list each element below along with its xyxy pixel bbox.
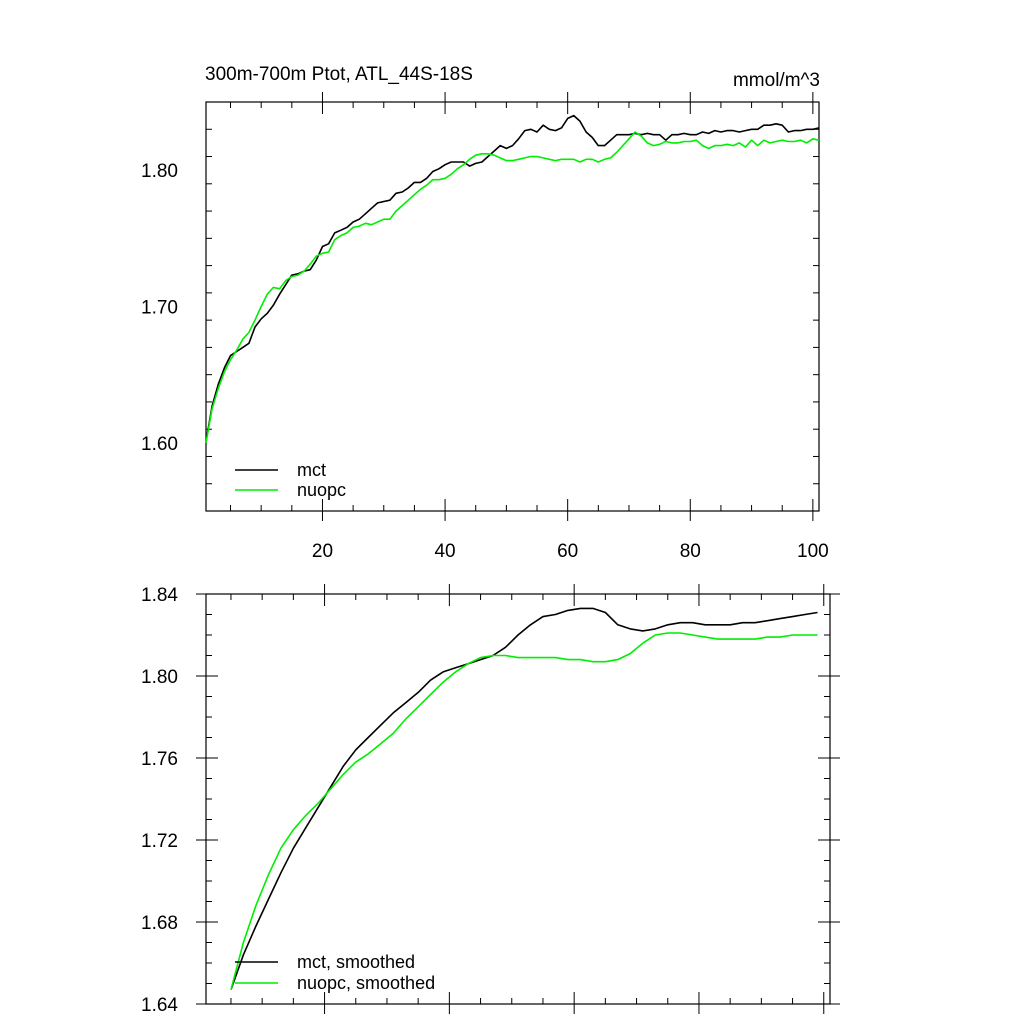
y-tick-label: 1.84	[141, 585, 178, 606]
top-plot-frame	[205, 101, 820, 512]
top-chart-panel: 300m-700m Ptot, ATL_44S-18S mmol/m^3 20 4…	[141, 64, 829, 562]
y-tick-label: 1.76	[141, 749, 178, 770]
y-tick-label: 1.80	[141, 161, 178, 182]
y-tick-label: 1.60	[141, 434, 178, 455]
top-axis-ticks: 20 40 60 80 100 1.60 1.70 1.80	[141, 92, 829, 562]
bottom-series-line-nuopc-smoothed	[230, 632, 818, 990]
bottom-series-lines	[230, 607, 818, 990]
x-tick-label: 100	[797, 541, 829, 562]
units-label: mmol/m^3	[733, 70, 820, 91]
bottom-chart-panel: 1.64 1.68 1.72 1.76 1.80 1.84 mct, smoothed n…	[141, 584, 840, 1016]
top-series-line-nuopc	[205, 131, 820, 443]
chart-title: 300m-700m Ptot, ATL_44S-18S	[205, 64, 473, 85]
y-tick-label: 1.64	[141, 995, 178, 1016]
legend-label-mct-smoothed: mct, smoothed	[297, 952, 415, 972]
x-tick-label: 20	[312, 541, 333, 562]
top-series-line-mct	[205, 114, 820, 442]
legend-label-nuopc: nuopc	[297, 480, 346, 500]
top-legend: mct nuopc	[235, 460, 346, 500]
legend-label-mct: mct	[297, 460, 326, 480]
y-tick-label: 1.68	[141, 913, 178, 934]
bottom-legend: mct, smoothed nuopc, smoothed	[235, 952, 435, 993]
y-tick-label: 1.70	[141, 298, 178, 319]
legend-label-nuopc-smoothed: nuopc, smoothed	[297, 973, 435, 993]
x-tick-label: 40	[434, 541, 455, 562]
x-tick-label: 60	[557, 541, 578, 562]
top-series-lines	[205, 114, 820, 443]
y-tick-label: 1.72	[141, 831, 178, 852]
x-tick-label: 80	[680, 541, 701, 562]
bottom-axis-ticks: 1.64 1.68 1.72 1.76 1.80 1.84	[141, 584, 840, 1016]
y-tick-label: 1.80	[141, 667, 178, 688]
